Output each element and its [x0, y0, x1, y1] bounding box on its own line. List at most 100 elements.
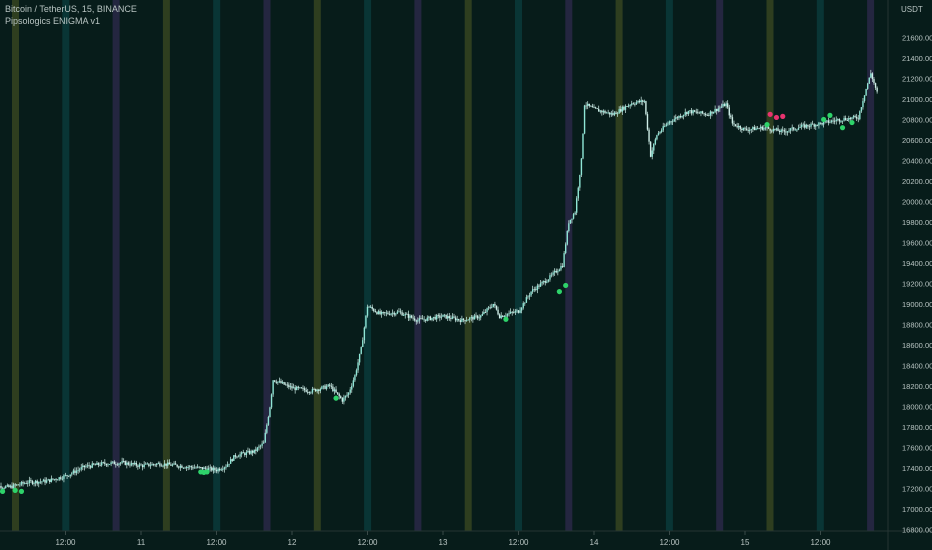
candle-body	[374, 311, 377, 313]
candle-series	[0, 69, 878, 492]
time-tick-label: 12:00	[659, 538, 680, 547]
candle-body	[322, 385, 325, 387]
candle-body	[826, 120, 828, 122]
candle-body	[89, 466, 92, 468]
candle-body	[841, 120, 844, 122]
candle-body	[645, 101, 647, 115]
candle-body	[436, 315, 438, 320]
candle-body	[725, 103, 727, 107]
price-tick-label: 20600.00	[902, 136, 932, 145]
candle-body	[717, 108, 719, 112]
candle-body	[505, 315, 507, 317]
candle-body	[587, 103, 589, 106]
candle-body	[837, 118, 839, 120]
candle-body	[439, 315, 441, 318]
candle-body	[476, 315, 479, 319]
candle-body	[564, 244, 567, 254]
candle-body	[577, 187, 579, 199]
candle-body	[49, 479, 51, 483]
candle-body	[575, 198, 578, 213]
candle-body	[854, 115, 856, 117]
candle-body	[810, 123, 812, 127]
candle-body	[443, 314, 446, 316]
candle-body	[434, 316, 436, 320]
candle-body	[5, 486, 7, 489]
buy-signal-dot	[333, 395, 339, 401]
candle-body	[38, 481, 40, 484]
session-band	[816, 0, 824, 531]
candle-body	[50, 478, 53, 483]
candle-body	[335, 389, 337, 393]
candle-body	[239, 454, 241, 457]
candle-body	[148, 463, 150, 466]
candle-body	[811, 123, 814, 125]
candle-body	[307, 391, 309, 393]
candle-body	[431, 317, 433, 320]
candle-body	[528, 295, 531, 297]
candle-body	[775, 128, 778, 130]
price-tick-label: 18400.00	[902, 361, 932, 370]
candle-body	[401, 312, 403, 316]
candle-body	[418, 318, 421, 321]
candle-body	[489, 307, 491, 309]
candle-body	[807, 124, 809, 127]
candle-body	[642, 100, 644, 102]
price-tick-label: 18800.00	[902, 320, 932, 329]
candle-body	[610, 113, 613, 115]
candle-body	[533, 289, 535, 291]
candle-body	[52, 478, 54, 480]
candle-body	[267, 417, 270, 425]
candle-body	[387, 312, 389, 314]
candle-body	[467, 319, 469, 321]
candle-body	[207, 468, 210, 471]
candle-body	[730, 115, 732, 118]
candle-body	[362, 340, 364, 348]
candle-body	[686, 112, 688, 115]
candle-body	[667, 123, 669, 125]
candle-body	[275, 381, 277, 383]
candle-body	[332, 386, 334, 392]
candle-body	[179, 465, 182, 468]
candle-body	[404, 313, 406, 316]
candle-body	[286, 384, 288, 386]
candle-body	[502, 315, 504, 317]
candle-body	[706, 115, 708, 116]
candle-body	[873, 79, 875, 84]
candle-body	[135, 462, 137, 466]
candle-body	[258, 446, 260, 448]
candle-body	[568, 223, 570, 231]
candle-body	[480, 315, 482, 318]
session-band	[162, 0, 170, 531]
candle-body	[524, 302, 526, 304]
buy-signal-dot	[849, 119, 855, 126]
candle-body	[601, 110, 603, 113]
candle-body	[616, 113, 619, 115]
candle-body	[827, 120, 830, 123]
candle-body	[475, 315, 477, 317]
candle-body	[440, 316, 443, 318]
candle-body	[250, 450, 252, 454]
candle-body	[349, 389, 351, 393]
candle-body	[786, 131, 789, 133]
candle-body	[799, 126, 801, 128]
candle-body	[31, 480, 34, 484]
candle-body	[311, 388, 314, 393]
candle-body	[91, 463, 93, 468]
candle-body	[355, 370, 358, 376]
session-band	[62, 0, 70, 531]
candle-body	[791, 127, 793, 129]
candle-body	[163, 463, 166, 466]
candle-body	[734, 124, 737, 127]
candle-body	[270, 394, 273, 408]
candle-body	[656, 135, 658, 140]
candle-body	[209, 467, 211, 469]
candle-body	[844, 118, 847, 120]
candle-body	[486, 308, 488, 313]
candle-body	[442, 314, 444, 317]
candle-body	[749, 129, 751, 131]
candle-body	[283, 382, 285, 385]
candle-body	[222, 469, 224, 470]
candle-body	[513, 312, 515, 313]
